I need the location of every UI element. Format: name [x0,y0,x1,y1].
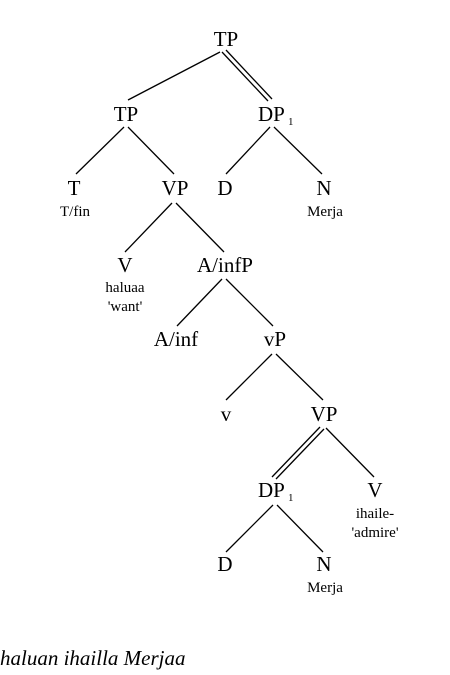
branch-tp-to-tp [127,51,221,101]
branch-ainfp-to-ainf [176,278,223,327]
node-t-gloss: T/fin [60,204,90,220]
node-v-upper: V [117,253,132,277]
branch-vp-to-v [124,202,173,253]
node-t: T [68,176,81,200]
branch-vp-to-ainfp [175,202,225,253]
node-v-upper-gloss-2: 'want' [108,299,143,315]
branch-ainfp-to-vp [225,278,274,327]
node-a-infp: A/infP [197,253,253,277]
node-n-upper-gloss: Merja [307,204,343,220]
node-n-lower-gloss: Merja [307,580,343,596]
node-n-upper: N [316,176,331,200]
node-dp-upper-index: 1 [288,116,294,128]
node-v-lower-gloss-2: 'admire' [351,525,398,541]
node-vp-upper: VP [162,176,189,200]
branch-vp-to-dp-double-b [275,428,325,480]
node-a-inf: A/inf [154,327,198,351]
node-dp-upper: DP [258,102,285,126]
node-v-upper-gloss-1: haluaa [105,280,144,296]
branch-dp-to-d-lower [225,504,274,553]
node-d-lower: D [217,552,232,576]
node-v-lower: V [367,478,382,502]
branch-tp-to-dp-double-b [225,49,273,100]
branch-tp-to-t [75,126,125,175]
branch-dp-to-d [225,126,271,175]
node-v-lower-gloss-1: ihaile- [356,506,394,522]
node-n-lower: N [316,552,331,576]
node-tp-root: TP [214,27,239,51]
example-sentence: haluan ihailla Merjaa [0,646,186,670]
branch-vp-to-v-lower [325,427,375,478]
branch-vp-to-dp-double-a [271,426,321,478]
node-vp-lower: VP [311,402,338,426]
node-little-v: v [221,402,232,426]
tree-branches [75,49,375,553]
branch-dp-to-n [273,126,323,175]
node-dp-lower: DP [258,478,285,502]
branch-tp-to-vp [127,126,175,175]
node-little-vp: vP [264,327,286,351]
branch-tp-to-dp-double-a [221,51,269,102]
tree-nodes: TP TP DP 1 T T/fin VP D N Merja V haluaa… [60,27,399,596]
branch-vp-to-v-little [225,353,273,401]
node-dp-lower-index: 1 [288,492,294,504]
node-tp: TP [114,102,139,126]
branch-dp-to-n-lower [276,504,324,553]
node-d-upper: D [217,176,232,200]
branch-vp-to-vp-lower [275,353,324,401]
